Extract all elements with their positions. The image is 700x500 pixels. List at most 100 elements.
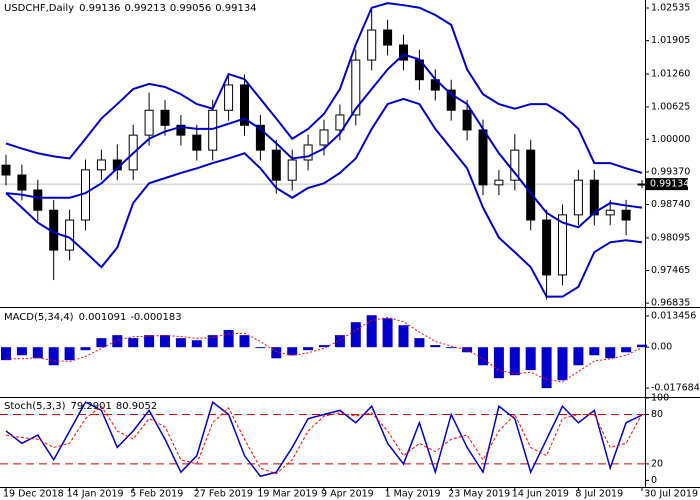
macd-bar xyxy=(207,335,218,348)
macd-bar xyxy=(287,347,298,356)
y-tick-label: 1.02535 xyxy=(651,3,690,14)
candle-body xyxy=(144,109,154,136)
symbol: USDCHF,Daily xyxy=(4,3,74,14)
macd-bar xyxy=(478,347,488,366)
y-tick-label: 0.00 xyxy=(651,342,672,353)
macd-bar xyxy=(334,335,345,348)
y-tick-label: -0.017684 xyxy=(651,383,700,394)
y-tick-label: 0.96835 xyxy=(651,298,690,309)
indicator-name: Stoch(5,3,3) xyxy=(4,401,66,412)
macd-bar xyxy=(366,315,377,348)
current-price-box xyxy=(646,178,688,191)
candle-body xyxy=(96,159,106,171)
x-tick-label: 9 Apr 2019 xyxy=(321,489,374,500)
candle-body xyxy=(303,144,313,161)
macd-bar xyxy=(430,345,441,348)
y-tick-label: 20 xyxy=(651,458,663,469)
candle-body xyxy=(192,134,202,151)
candle-body xyxy=(319,129,329,146)
macd-bar xyxy=(128,338,139,348)
macd-bar xyxy=(160,335,170,348)
candle-body xyxy=(494,179,504,186)
candle-body xyxy=(573,179,583,216)
candle-body xyxy=(621,209,631,221)
candle-body xyxy=(240,84,249,126)
macd-bar xyxy=(621,347,632,353)
candle-body xyxy=(160,109,170,126)
candle-body xyxy=(208,109,218,151)
candle-body xyxy=(17,174,27,191)
macd-header: MACD(5,34,4) 0.001091 -0.000183 xyxy=(4,312,182,323)
y-tick-label: 1.00000 xyxy=(651,134,690,145)
macd-value: 0.001091 xyxy=(79,312,127,323)
macd-bar xyxy=(525,347,536,371)
macd-bar xyxy=(319,345,329,348)
x-tick-label: 14 Jan 2019 xyxy=(67,489,124,500)
x-tick-label: 19 Mar 2019 xyxy=(257,489,317,500)
macd-bar xyxy=(80,347,91,351)
main-value: 79.2901 xyxy=(70,401,111,412)
macd-bar xyxy=(605,347,616,359)
macd-bar xyxy=(493,347,504,379)
series-line xyxy=(5,405,643,475)
current-price-label: 0.99134 xyxy=(650,179,689,190)
macd-bar xyxy=(112,335,123,348)
candle-body xyxy=(542,219,552,276)
x-tick-label: 5 Feb 2019 xyxy=(130,489,183,500)
candle-body xyxy=(176,124,186,136)
candle-body xyxy=(589,179,599,216)
macd-bar xyxy=(271,347,282,359)
macd-bar xyxy=(223,330,234,348)
macd-bar xyxy=(557,347,568,381)
candle-body xyxy=(287,159,297,181)
x-tick-label: 19 Dec 2018 xyxy=(3,489,64,500)
candle-body xyxy=(510,149,520,181)
macd-bar xyxy=(509,347,520,376)
macd-bar xyxy=(398,325,409,348)
y-tick-label: 0.97465 xyxy=(651,265,690,276)
macd-bar xyxy=(32,347,43,359)
candle-body xyxy=(462,109,472,131)
series-line xyxy=(5,53,643,229)
series-line xyxy=(5,400,643,478)
x-tick-label: 27 Feb 2019 xyxy=(194,489,253,500)
x-tick-label: 1 May 2019 xyxy=(385,489,441,500)
macd-bar xyxy=(16,347,27,356)
y-tick-label: 80 xyxy=(651,409,663,420)
candle-body xyxy=(637,183,647,186)
macd-bar xyxy=(175,338,186,348)
macd-bar xyxy=(573,347,584,366)
x-tick-label: 8 Jul 2019 xyxy=(575,489,623,500)
y-tick-label: 1.01260 xyxy=(651,69,690,80)
macd-bar xyxy=(350,322,361,348)
macd-bar xyxy=(637,344,647,348)
price-header: USDCHF,Daily 0.99136 0.99213 0.99056 0.99134 xyxy=(4,3,257,14)
series-line xyxy=(6,317,643,383)
macd-bar xyxy=(96,338,107,348)
y-tick-label: 0.98095 xyxy=(651,232,690,243)
series-line xyxy=(5,97,643,298)
open-value: 0.99136 xyxy=(79,3,120,14)
candle-body xyxy=(224,84,234,111)
candle-body xyxy=(558,214,567,276)
macd-bar xyxy=(255,347,266,349)
indicator-name: MACD(5,34,4) xyxy=(4,312,74,323)
y-tick-label: 0.013456 xyxy=(651,311,696,322)
series-line xyxy=(5,2,643,174)
candle-body xyxy=(399,44,408,61)
candle-body xyxy=(33,189,43,211)
macd-bar xyxy=(446,347,457,349)
macd-bar xyxy=(239,335,250,348)
x-tick-label: 14 Jun 2019 xyxy=(512,489,569,500)
y-tick-label: 1.01905 xyxy=(651,35,690,46)
candle-body xyxy=(255,124,265,151)
candle-body xyxy=(351,59,361,116)
macd-bar xyxy=(414,338,425,348)
y-tick-label: 100 xyxy=(651,393,669,404)
y-tick-label: 0.99370 xyxy=(651,166,690,177)
y-tick-label: 0.98740 xyxy=(651,199,690,210)
signal-value: -0.000183 xyxy=(130,312,181,323)
macd-bar xyxy=(303,347,314,351)
